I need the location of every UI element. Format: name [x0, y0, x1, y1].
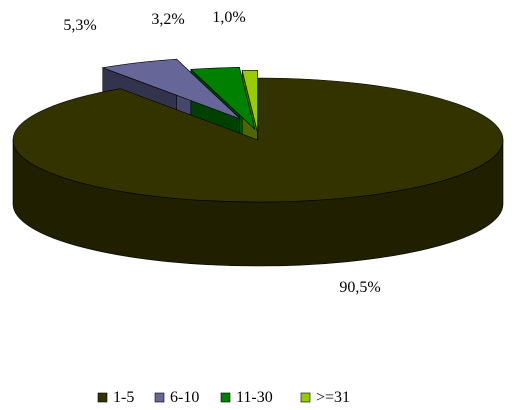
legend-label-11-30: 11-30: [236, 389, 273, 406]
value-label-6-10: 5,3%: [63, 17, 96, 34]
slice->=31: [241, 70, 258, 133]
value-label->=31: 1,0%: [212, 9, 245, 26]
slice-11-30: [190, 66, 256, 131]
value-label-1-5: 90,5%: [339, 279, 380, 296]
legend-swatch-6-10: [154, 392, 165, 403]
legend-label-6-10: 6-10: [170, 389, 199, 406]
legend: 1-5 6-10 11-30 >=31: [97, 389, 350, 406]
legend-swatch-11-30: [220, 392, 231, 403]
pie-slices: [12, 58, 504, 203]
value-label-11-30: 3,2%: [151, 11, 184, 28]
slice-6-10: [101, 58, 241, 120]
legend-swatch-1-5: [97, 392, 108, 403]
slice-1-5: [12, 77, 504, 203]
legend-label-1-5: 1-5: [113, 389, 134, 406]
slice-value-labels: 90,5% 5,3% 3,2% 1,0%: [63, 9, 380, 296]
legend-swatch->=31: [300, 392, 311, 403]
legend-label->=31: >=31: [316, 389, 350, 406]
